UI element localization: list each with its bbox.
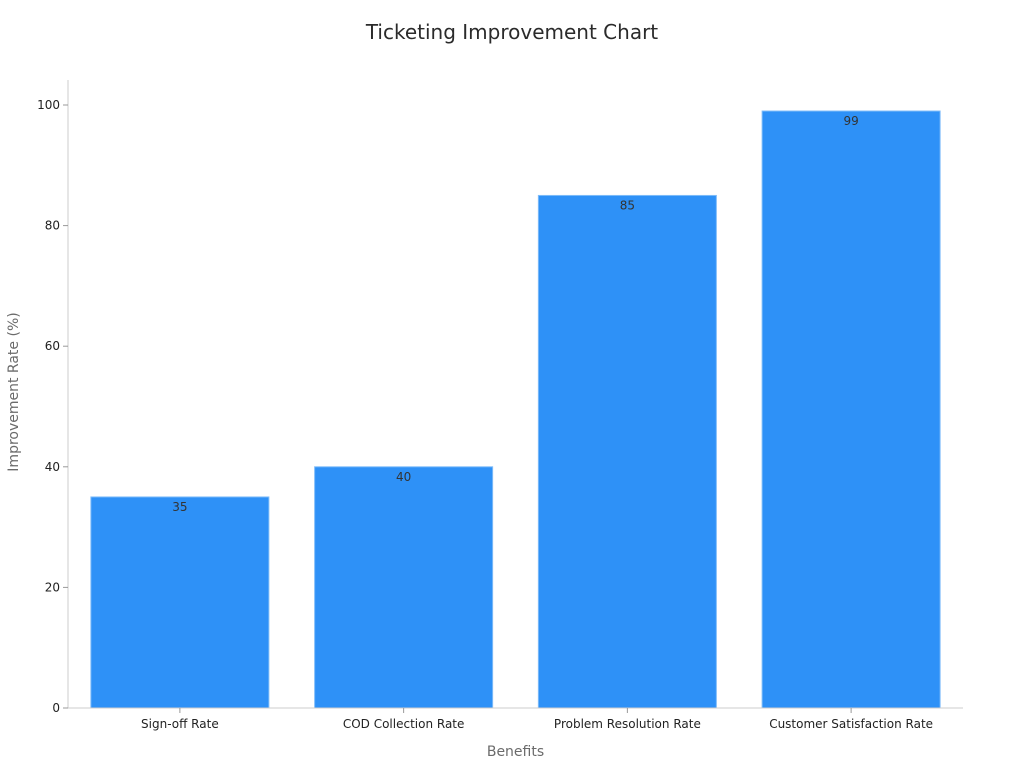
bar-data-label: 85	[620, 198, 635, 212]
bar	[90, 496, 270, 709]
data-labels-group: 35 40 85 99	[172, 114, 859, 514]
axes-group	[67, 80, 963, 709]
x-tick-label: COD Collection Rate	[343, 717, 465, 731]
bar-data-label: 40	[396, 470, 411, 484]
y-tick-label: 80	[45, 219, 60, 233]
x-ticks-group: Sign-off Rate COD Collection Rate Problem …	[141, 708, 933, 731]
x-tick-label: Customer Satisfaction Rate	[769, 717, 933, 731]
bar-data-label: 35	[172, 500, 187, 514]
bar	[761, 110, 941, 709]
bar	[314, 466, 494, 709]
y-tick-label: 20	[45, 580, 60, 594]
x-tick-label: Problem Resolution Rate	[554, 717, 701, 731]
x-tick-label: Sign-off Rate	[141, 717, 219, 731]
y-tick-label: 60	[45, 339, 60, 353]
bar-data-label: 99	[843, 114, 858, 128]
y-axis-title: Improvement Rate (%)	[6, 312, 22, 471]
x-axis-title: Benefits	[487, 744, 544, 760]
y-tick-label: 100	[37, 98, 60, 112]
y-tick-label: 0	[52, 701, 60, 715]
bar	[537, 194, 717, 709]
y-ticks-group: 0 20 40 60 80 100	[37, 98, 68, 715]
chart-title: Ticketing Improvement Chart	[365, 20, 659, 44]
y-tick-label: 40	[45, 460, 60, 474]
bars-group	[90, 110, 941, 709]
